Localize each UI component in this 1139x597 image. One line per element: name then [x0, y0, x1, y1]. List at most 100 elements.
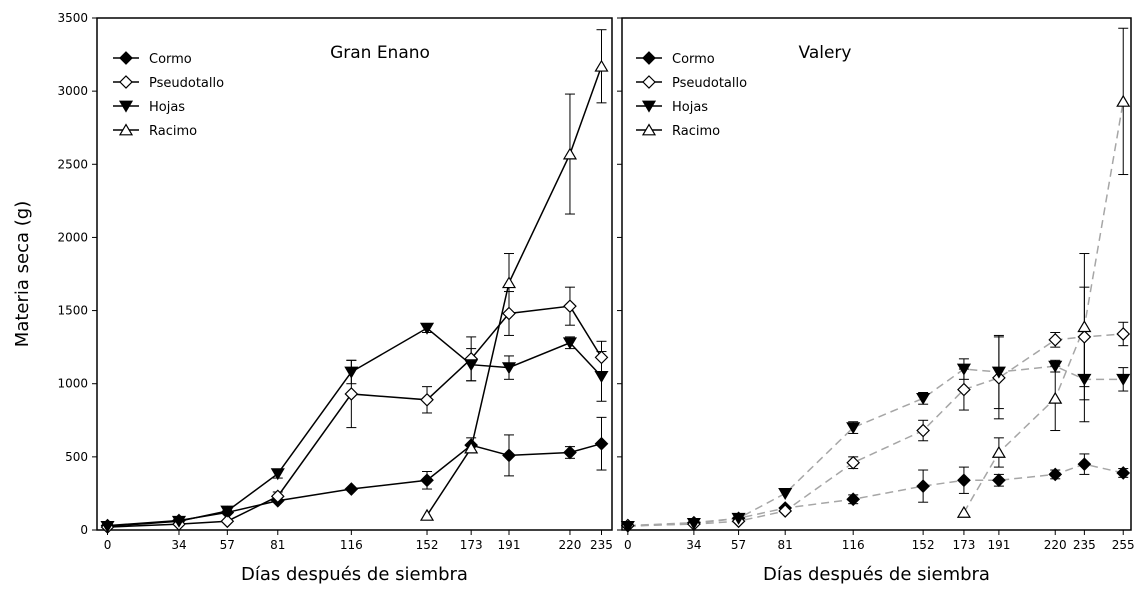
y-tick-label: 0: [80, 523, 88, 537]
x-tick-label: 191: [987, 538, 1010, 552]
x-tick-label: 191: [498, 538, 521, 552]
data-point: [916, 423, 930, 438]
data-point: [563, 445, 577, 460]
data-point: [419, 508, 435, 521]
plot-frame: [96, 17, 613, 531]
data-point: [1116, 94, 1131, 107]
legend-label: Pseudotallo: [672, 76, 747, 91]
series-line: [627, 463, 1124, 527]
data-point: [956, 505, 971, 518]
data-point: [916, 392, 931, 405]
y-tick-label: 2500: [57, 157, 88, 171]
series-line: [107, 305, 603, 528]
data-point: [563, 299, 577, 314]
data-point: [220, 514, 235, 529]
data-point: [1077, 457, 1092, 472]
data-point: [594, 371, 609, 383]
data-point: [778, 488, 793, 501]
x-tick-label: 116: [340, 538, 363, 552]
panel-title: Valery: [799, 43, 852, 63]
data-point: [562, 147, 578, 160]
x-tick-label: 34: [171, 538, 186, 552]
data-point: [1077, 373, 1092, 386]
y-tick-label: 1000: [57, 377, 88, 391]
series-line: [627, 365, 1124, 528]
x-tick-label: 116: [842, 538, 865, 552]
data-point: [620, 520, 635, 533]
data-point: [464, 359, 479, 372]
legend-marker: [642, 51, 656, 65]
legend-label: Cormo: [149, 52, 192, 67]
x-tick-label: 220: [559, 538, 582, 552]
legend-label: Racimo: [149, 124, 197, 139]
x-tick-label: 235: [1073, 538, 1096, 552]
data-point: [686, 518, 701, 531]
data-point: [1048, 467, 1063, 482]
data-point: [957, 382, 971, 397]
data-point: [420, 392, 434, 407]
data-point: [1048, 360, 1063, 373]
data-point: [562, 337, 578, 350]
data-point: [270, 489, 285, 504]
legend-label: Racimo: [672, 124, 720, 139]
y-tick-label: 2000: [57, 230, 88, 244]
series-line: [963, 101, 1124, 513]
x-tick-label: 81: [778, 538, 793, 552]
x-tick-label: 152: [912, 538, 935, 552]
data-point: [594, 59, 609, 72]
legend-marker: [641, 123, 657, 136]
data-point: [344, 482, 359, 496]
y-tick-label: 1500: [57, 304, 88, 318]
x-axis-title: Días después de siembra: [241, 564, 468, 585]
data-point: [778, 504, 793, 518]
legend-marker: [119, 75, 133, 89]
data-point: [846, 492, 861, 507]
data-point: [1116, 466, 1131, 480]
data-point: [1048, 332, 1063, 347]
data-point: [956, 363, 971, 376]
legend-marker: [118, 123, 134, 136]
y-tick-label: 3000: [57, 84, 88, 98]
data-point: [270, 468, 285, 481]
data-point: [957, 473, 971, 488]
data-point: [502, 448, 516, 463]
data-point: [731, 512, 746, 525]
data-point: [991, 366, 1006, 379]
legend-label: Hojas: [149, 100, 185, 115]
data-point: [992, 473, 1006, 488]
x-tick-label: 81: [270, 538, 285, 552]
data-point: [344, 387, 359, 401]
panel-title: Gran Enano: [330, 43, 430, 63]
data-point: [916, 479, 930, 493]
data-point: [171, 515, 187, 528]
legend-marker: [118, 100, 134, 113]
y-axis-title: Materia seca (g): [12, 201, 33, 347]
series-line: [107, 327, 603, 528]
legend-marker: [119, 51, 133, 65]
data-point: [419, 322, 435, 335]
x-tick-label: 57: [220, 538, 235, 552]
plot-frame: [621, 17, 1132, 531]
x-tick-label: 173: [952, 538, 975, 552]
data-point: [846, 455, 861, 470]
data-point: [420, 473, 434, 488]
series-line: [627, 333, 1124, 527]
legend-label: Cormo: [672, 52, 715, 67]
data-point: [1077, 320, 1092, 333]
y-tick-label: 3500: [57, 11, 88, 25]
data-point: [594, 350, 609, 365]
data-point: [220, 505, 235, 518]
x-tick-label: 235: [590, 538, 613, 552]
data-point: [502, 306, 516, 321]
x-tick-label: 152: [416, 538, 439, 552]
legend-label: Pseudotallo: [149, 76, 224, 91]
x-tick-label: 34: [686, 538, 701, 552]
data-point: [846, 422, 861, 435]
legend-marker: [642, 75, 656, 89]
data-point: [991, 445, 1006, 458]
data-point: [1048, 391, 1063, 404]
data-point: [501, 276, 517, 289]
series-line: [426, 66, 603, 516]
